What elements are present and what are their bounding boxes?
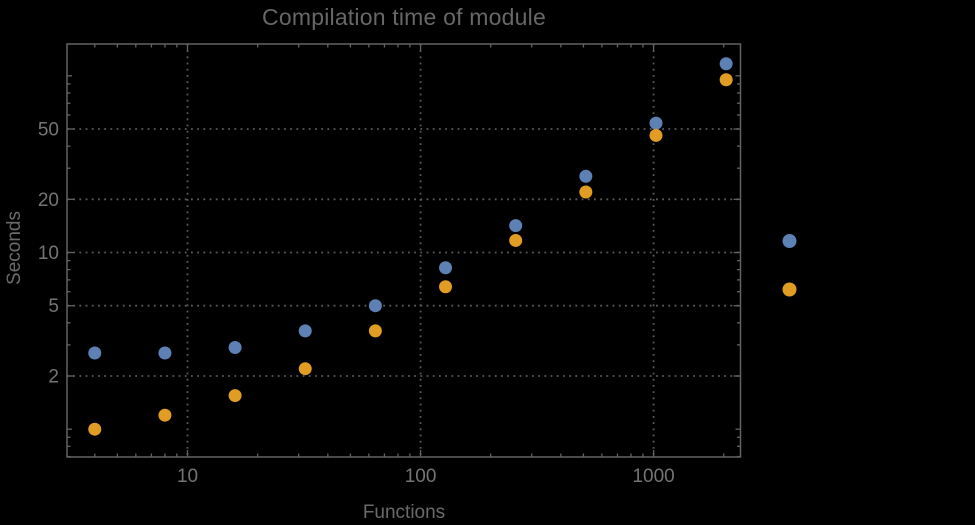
y-tick-label-2: 2 <box>48 367 59 388</box>
data-point-blue-256 <box>509 219 523 233</box>
x-axis-label: Functions <box>362 502 446 523</box>
data-point-blue-512 <box>579 169 593 183</box>
y-tick-label-50: 50 <box>38 120 59 141</box>
data-point-orange-512 <box>579 185 593 199</box>
data-point-blue-64 <box>368 299 382 313</box>
data-point-blue-1024 <box>649 116 663 130</box>
data-point-blue-4 <box>88 346 102 360</box>
data-point-blue-8 <box>158 346 172 360</box>
data-point-blue-32 <box>298 324 312 338</box>
legend-marker-blue <box>782 234 797 248</box>
data-point-orange-16 <box>228 389 242 403</box>
x-tick-label-100: 100 <box>405 466 437 487</box>
data-point-orange-4 <box>88 422 102 436</box>
data-point-orange-32 <box>298 362 312 376</box>
data-point-blue-128 <box>439 261 453 275</box>
data-point-blue-2048 <box>719 57 733 71</box>
data-point-orange-128 <box>439 280 453 294</box>
plot-frame <box>66 43 742 458</box>
data-point-orange-256 <box>509 233 523 247</box>
y-axis-label: Seconds <box>4 211 25 285</box>
y-tick-label-5: 5 <box>48 296 59 317</box>
data-point-orange-1024 <box>649 128 663 142</box>
x-tick-label-1000: 1000 <box>632 466 674 487</box>
data-point-orange-64 <box>368 324 382 338</box>
y-tick-label-20: 20 <box>38 190 59 211</box>
data-point-orange-2048 <box>719 73 733 87</box>
x-tick-label-10: 10 <box>177 466 198 487</box>
chart-title: Compilation time of module <box>262 4 546 30</box>
data-point-orange-8 <box>158 408 172 422</box>
legend-marker-orange <box>782 282 797 297</box>
data-point-blue-16 <box>228 340 242 354</box>
y-tick-label-10: 10 <box>38 243 59 264</box>
